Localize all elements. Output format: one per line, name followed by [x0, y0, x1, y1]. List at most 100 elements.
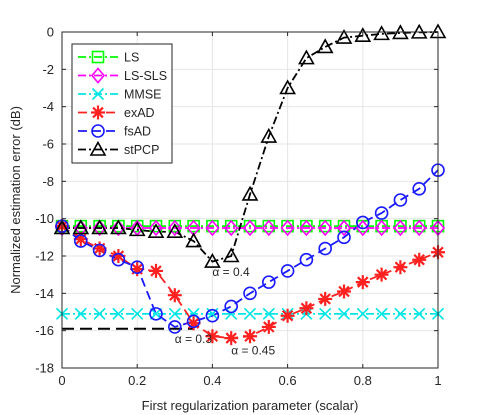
point-mmse-3: [112, 307, 125, 320]
point-mmse-16: [356, 307, 369, 320]
point-stpcp-8: [204, 252, 221, 268]
point-ls-sls-16: [355, 219, 370, 237]
point-stpcp-2: [91, 219, 108, 235]
annotation-1: α = 0.3: [175, 332, 213, 346]
legend-label-ls: LS: [124, 51, 139, 65]
point-mmse-14: [319, 307, 332, 320]
point-mmse-10: [243, 307, 257, 320]
point-fsad-9: [224, 299, 238, 314]
point-exad-13: [299, 301, 314, 316]
point-stpcp-1: [72, 219, 90, 235]
y-tick-label-7: -14: [35, 286, 54, 301]
legend-box: [71, 43, 173, 164]
point-ls-sls-13: [299, 219, 314, 237]
point-ls-sls-6: [167, 219, 182, 237]
point-stpcp-5: [147, 223, 165, 239]
x-tick-label-0: 0: [58, 373, 65, 388]
point-stpcp-12: [279, 79, 296, 95]
legend-marker-fsad: [91, 124, 105, 138]
point-fsad-14: [318, 241, 333, 256]
point-fsad-3: [111, 252, 126, 267]
point-stpcp-3: [110, 219, 127, 235]
point-mmse-17: [375, 307, 388, 320]
point-mmse-2: [93, 307, 106, 320]
legend-marker-ls-sls: [90, 67, 106, 84]
point-fsad-17: [374, 206, 389, 220]
point-exad-16: [355, 275, 370, 290]
point-fsad-16: [355, 215, 370, 230]
point-exad-9: [224, 331, 239, 346]
annotation-0: α = 0.4: [212, 265, 250, 279]
annotations: α = 0.4 α = 0.3 α = 0.45: [175, 265, 276, 357]
tick-labels: 0 0.2 0.4 0.6 0.8 1 0 -2 -4 -6 -8 -10 -12 -14 -16 -18: [35, 25, 441, 389]
point-fsad-7: [186, 314, 201, 329]
point-exad-18: [393, 260, 408, 275]
point-exad-12: [280, 308, 295, 323]
point-mmse-15: [337, 307, 351, 320]
point-ls-sls-11: [261, 219, 276, 237]
legend-label-fsad: fsAD: [124, 125, 151, 139]
point-mmse-18: [394, 307, 407, 320]
point-ls-sls-9: [224, 219, 239, 237]
point-ls-sls-19: [412, 219, 427, 237]
point-mmse-5: [149, 307, 163, 320]
y-tick-label-3: -6: [42, 137, 54, 152]
point-ls-sls-3: [111, 219, 126, 237]
y-tick-label-9: -18: [35, 361, 54, 376]
point-fsad-19: [412, 182, 427, 196]
x-tick-label-1: 0.2: [128, 373, 146, 388]
point-mmse-11: [262, 307, 275, 320]
legend-label-stpcp: stPCP: [124, 143, 159, 157]
point-stpcp-6: [166, 223, 184, 239]
point-stpcp-4: [128, 221, 146, 237]
point-fsad-4: [130, 260, 144, 275]
point-exad-6: [167, 288, 182, 303]
point-exad-10: [243, 329, 257, 344]
point-mmse-6: [168, 307, 181, 320]
point-stpcp-13: [298, 49, 315, 65]
point-fsad-8: [205, 308, 220, 323]
point-ls-sls-12: [280, 219, 295, 237]
legend-label-mmse: MMSE: [124, 88, 162, 102]
legend-marker-mmse: [91, 87, 105, 101]
point-mmse-4: [131, 307, 144, 320]
y-tick-label-5: -10: [35, 211, 54, 226]
point-fsad-2: [92, 243, 107, 258]
series-line-stpcp: [62, 31, 439, 263]
point-exad-15: [337, 284, 351, 299]
axis-ticks: [61, 31, 439, 369]
point-exad-1: [73, 232, 88, 247]
point-stpcp-17: [373, 25, 390, 41]
point-stpcp-7: [185, 232, 202, 248]
y-tick-label-6: -12: [35, 249, 54, 264]
point-fsad-1: [74, 234, 88, 248]
y-tick-label-0: 0: [47, 25, 54, 40]
point-exad-3: [111, 249, 126, 263]
point-exad-4: [130, 262, 145, 277]
legend-label-exad: exAD: [124, 106, 155, 120]
legend-label-ls-sls: LS-SLS: [124, 69, 167, 83]
y-tick-label-8: -16: [35, 323, 54, 338]
x-tick-label-5: 1: [434, 373, 441, 388]
point-exad-7: [186, 316, 201, 331]
legend-marker-exad: [91, 105, 105, 120]
point-exad-5: [149, 263, 163, 278]
legend: LS LS-SLS MMSE exAD fsAD stPCP: [71, 43, 173, 164]
point-stpcp-11: [260, 127, 278, 143]
point-mmse-19: [413, 307, 426, 320]
y-tick-label-2: -4: [42, 99, 54, 114]
point-stpcp-15: [335, 28, 353, 44]
point-fsad-15: [337, 230, 351, 245]
plot-frame: [61, 31, 439, 369]
point-ls-sls-2: [92, 219, 107, 237]
y-tick-label-1: -2: [42, 62, 54, 77]
point-ls-sls-15: [336, 219, 352, 237]
y-tick-label-4: -8: [42, 174, 54, 189]
point-fsad-6: [168, 320, 182, 334]
annotation-2: α = 0.45: [231, 343, 275, 357]
point-fsad-10: [243, 286, 257, 301]
y-axis-label: Normalized estimation error (dB): [8, 106, 23, 294]
point-ls-sls-14: [318, 219, 333, 237]
point-stpcp-9: [222, 247, 240, 263]
